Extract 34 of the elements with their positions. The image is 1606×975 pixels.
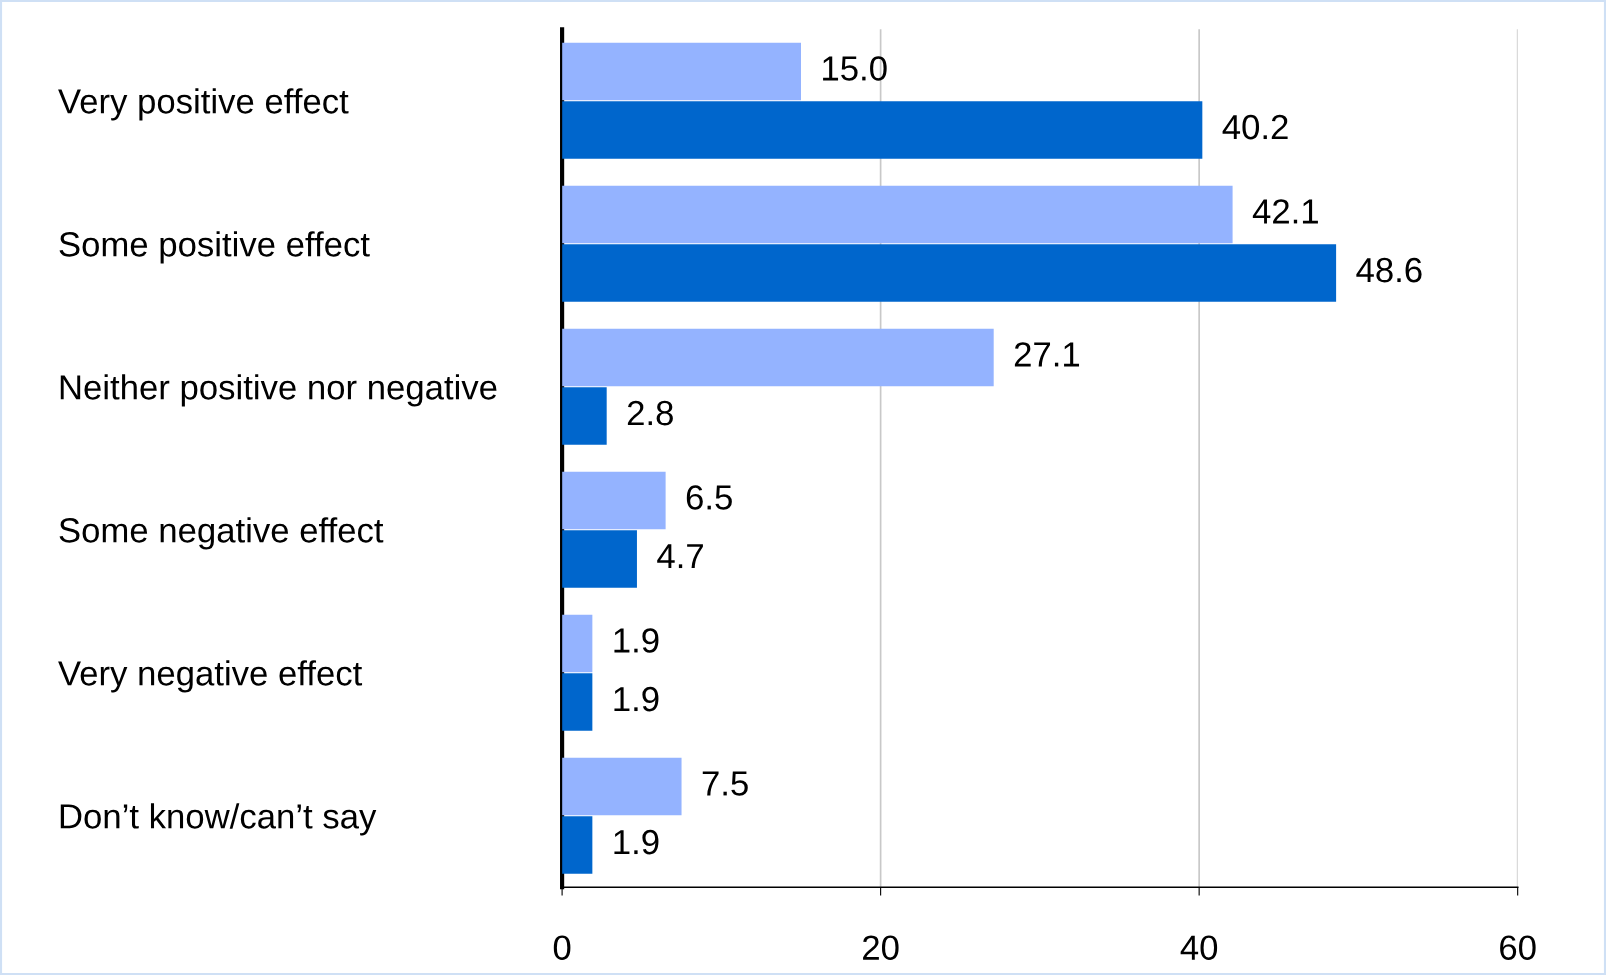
bar: [562, 101, 1203, 159]
data-label: 2.8: [627, 400, 673, 426]
data-label: 6.5: [686, 485, 732, 510]
bar: [562, 328, 994, 387]
bar: [562, 244, 1337, 302]
bar: [562, 387, 607, 445]
y-tick-label: Don’t know/can’t say: [60, 803, 377, 836]
y-tick-label: Very positive effect: [58, 88, 349, 121]
y-tick-label: Some negative effect: [59, 517, 384, 550]
data-label: 15.0: [823, 56, 887, 81]
bar: [562, 673, 593, 731]
bar: [562, 185, 1233, 244]
x-tick-label: 60: [1500, 935, 1536, 960]
x-tick-label: 40: [1180, 935, 1218, 960]
data-label: 4.7: [657, 544, 703, 569]
bar: [562, 471, 666, 530]
data-label: 27.1: [1014, 342, 1080, 367]
y-tick-label: Some positive effect: [59, 231, 370, 264]
bar: [562, 614, 593, 673]
y-tick-label: Neither positive nor negative: [60, 374, 497, 407]
bar: [562, 42, 801, 101]
data-label: 7.5: [702, 771, 748, 796]
data-label: 1.9: [614, 686, 659, 712]
bar: [562, 530, 637, 588]
data-label: 1.9: [614, 829, 659, 855]
x-tick-label: 20: [863, 935, 899, 960]
data-label: 48.6: [1356, 257, 1422, 283]
data-label: 42.1: [1252, 199, 1318, 224]
x-tick-label: 0: [553, 935, 571, 960]
bar: [562, 757, 682, 816]
bar: [562, 816, 593, 874]
y-tick-label: Very negative effect: [58, 660, 363, 693]
data-label: 1.9: [614, 628, 659, 653]
data-label: 40.2: [1222, 114, 1288, 140]
